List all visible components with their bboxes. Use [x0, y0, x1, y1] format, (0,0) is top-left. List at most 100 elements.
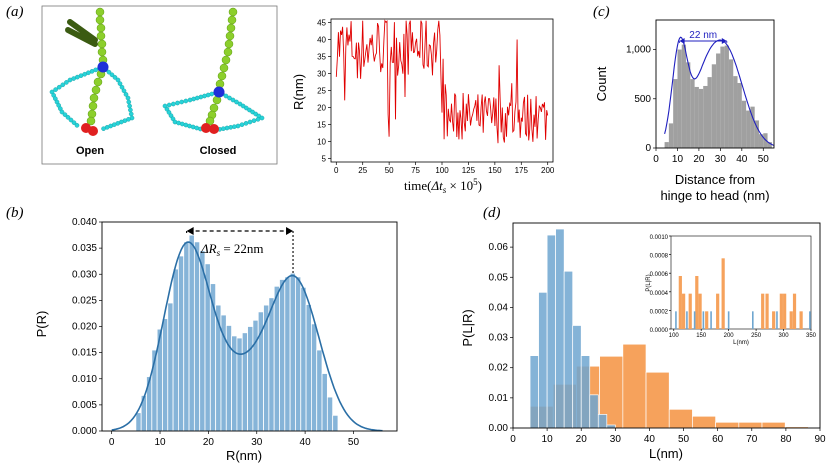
trace-xtick-label: 175: [515, 166, 529, 175]
plr-inset: 100 150 200 250 300 350 0.0000 0.0002 0.0004 0.00…: [646, 235, 817, 346]
pr-bar: [241, 332, 248, 432]
inset-bar-orange: [792, 293, 797, 329]
plr-ytick-label: 0.04: [489, 302, 509, 313]
ring-bead: [67, 77, 73, 83]
inset-bar-orange: [698, 293, 702, 329]
count-bar: [728, 59, 734, 149]
ring-bead: [183, 98, 189, 104]
plr-ytick-label: 0.01: [489, 393, 509, 404]
pr-xtick-label: 20: [203, 437, 215, 448]
ring-bead: [62, 112, 68, 117]
inset-xtick-label: 350: [806, 333, 817, 339]
pr-bar: [279, 279, 286, 432]
ring-bead: [175, 100, 180, 106]
count-bar: [694, 86, 699, 148]
count-frame: [655, 19, 775, 149]
pr-kde-curve: [111, 241, 383, 432]
count-bar: [746, 110, 751, 148]
count-xtick-label: 50: [758, 154, 770, 165]
count-ylabel: Count: [594, 66, 609, 101]
inset-bar-orange: [779, 293, 783, 329]
inset-bar-blue: [702, 311, 705, 329]
chain-bead: [89, 93, 99, 103]
head-bead-open-2: [88, 126, 98, 136]
inset-xtick-label: 150: [696, 333, 707, 339]
head-bead-closed-1: [201, 123, 211, 133]
inset-ytick-label: 0.0000: [650, 328, 669, 334]
count-bar: [733, 76, 738, 148]
pr-ytick-label: 0.040: [72, 217, 97, 228]
count-xlabel-line2: hinge to head (nm): [660, 188, 769, 203]
plr-ytick-label: 0.00: [489, 423, 509, 434]
pr-xtick-label: 10: [154, 437, 166, 448]
pr-peak-arrow: [186, 227, 294, 274]
count-bar: [758, 134, 764, 148]
pr-bar: [167, 302, 174, 432]
pr-bar: [236, 337, 243, 432]
ring-bead: [223, 93, 229, 99]
inset-bar-blue: [675, 311, 677, 329]
ring-bead: [101, 126, 106, 131]
count-xtick-label: 40: [736, 154, 748, 165]
ring-bead: [251, 118, 257, 123]
pr-xlabel: R(nm): [226, 448, 262, 463]
pr-xtick-label: 30: [251, 437, 263, 448]
chain-bead: [225, 31, 235, 41]
plr-ytick-label: 0.06: [489, 242, 509, 253]
inset-bar-blue: [752, 311, 754, 329]
trace-frame: [330, 18, 554, 163]
ring-bead: [179, 99, 184, 105]
plr-bar-blue: [597, 414, 608, 429]
head-bead-closed-2: [209, 124, 219, 134]
chain-bead: [93, 77, 103, 87]
trace-xtick-label: 50: [385, 166, 394, 175]
plr-bar-blue: [538, 291, 548, 429]
chain-bead: [91, 85, 101, 95]
ring-bead: [230, 97, 236, 103]
plr-bar-blue: [546, 234, 556, 429]
pr-bar: [183, 241, 190, 432]
plr-xtick-label: 70: [746, 434, 758, 445]
count-peak-arrow: [679, 38, 728, 45]
inset-bar-blue: [693, 311, 696, 329]
chain-bead: [227, 15, 237, 25]
inset-ytick-label: 0.0008: [650, 254, 669, 260]
ring-bead: [259, 115, 265, 121]
chain-bead: [217, 71, 227, 81]
count-bar: [750, 106, 755, 148]
pr-bar: [193, 241, 201, 432]
ring-bead: [187, 97, 193, 103]
inset-xlabel: L(nm): [733, 340, 749, 346]
panel-label-a: (a): [6, 4, 24, 20]
inset-bar-orange: [721, 258, 725, 329]
trace-ylabel: R(nm): [291, 74, 306, 110]
count-xtick-label: 30: [715, 154, 727, 165]
molecule-illustration: Open Closed: [41, 5, 278, 165]
trace-xtick-label: 100: [435, 166, 449, 175]
count-bar: [703, 85, 708, 148]
ring-bead: [59, 109, 65, 115]
plr-xtick-label: 80: [780, 434, 792, 445]
chain-bead: [221, 55, 231, 65]
panel-label-c: (c): [593, 4, 610, 20]
count-bar: [707, 77, 712, 148]
ring-bead: [60, 82, 66, 88]
open-label: Open: [76, 145, 104, 157]
plr-xtick-label: 20: [576, 434, 588, 445]
ring-bead: [243, 121, 249, 126]
pr-bar: [188, 234, 195, 432]
plr-bar-orange: [738, 421, 763, 429]
inset-bar-orange: [783, 293, 787, 329]
plr-bar-blue: [572, 325, 582, 429]
chain-bead: [96, 23, 106, 33]
count-ytick-label: 0: [645, 143, 651, 154]
inset-bar-orange: [761, 293, 765, 329]
chain-bead: [97, 39, 107, 49]
ring-bead: [74, 123, 80, 128]
pr-bar: [284, 276, 291, 432]
pr-ytick-label: 0.030: [72, 269, 97, 280]
chain-bead: [224, 39, 234, 49]
ring-bead: [123, 92, 129, 97]
